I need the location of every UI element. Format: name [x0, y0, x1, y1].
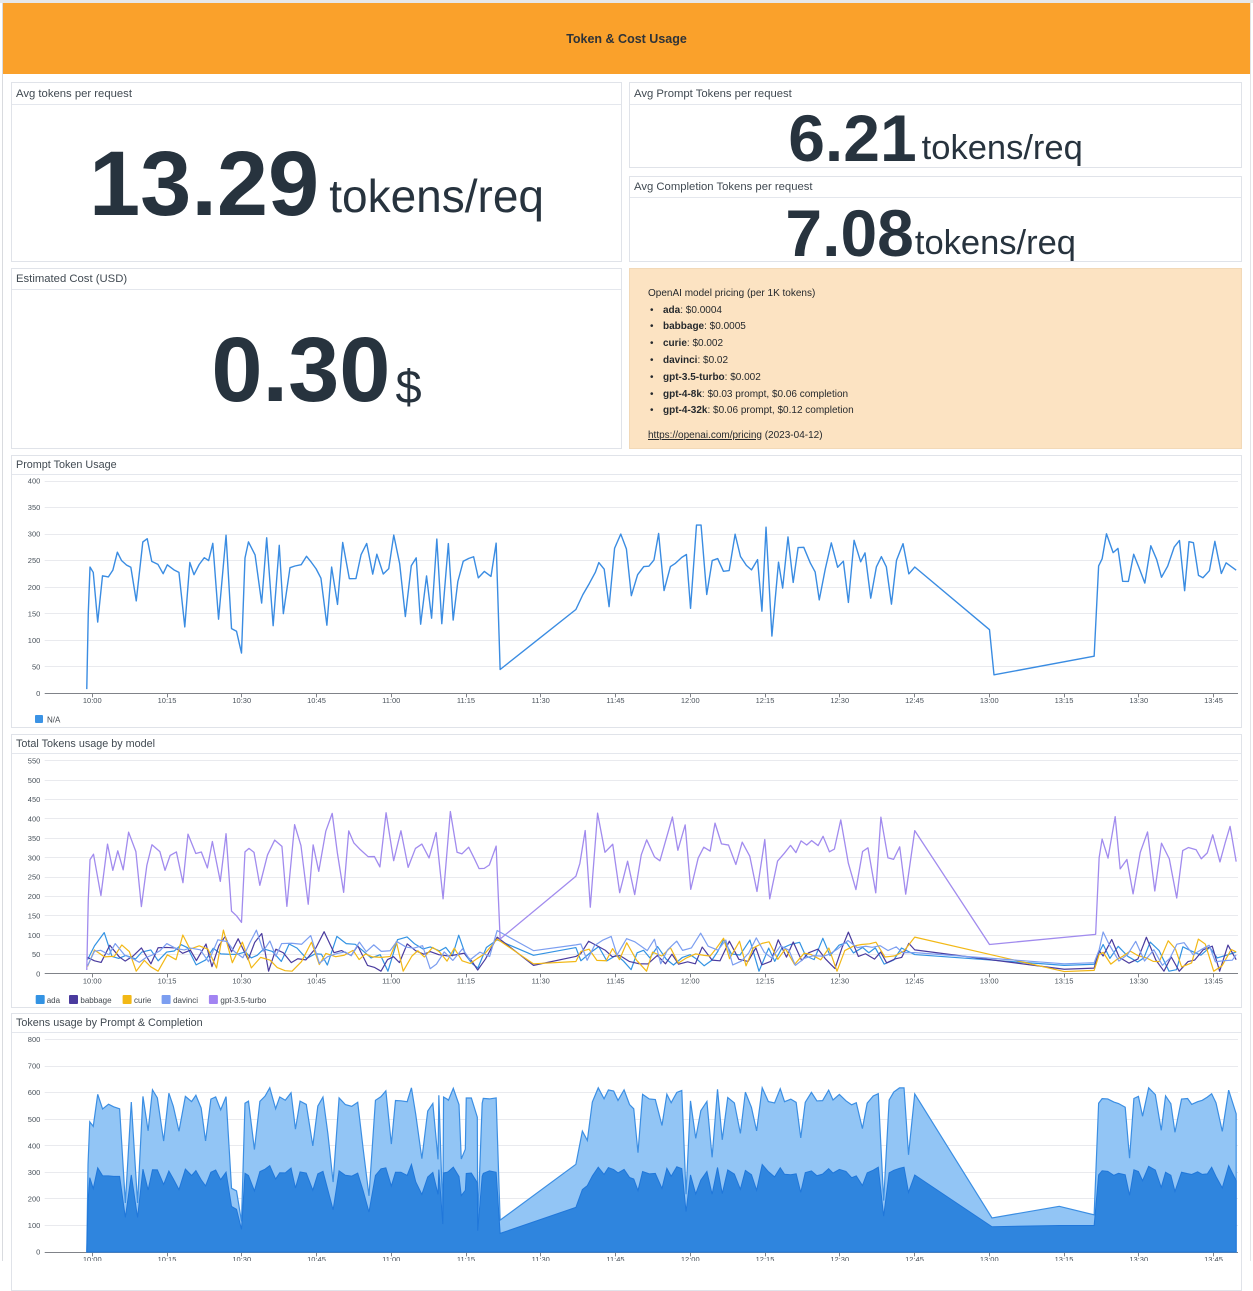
svg-text:12:00: 12:00 [681, 976, 700, 985]
svg-text:12:30: 12:30 [830, 1255, 849, 1261]
svg-text:10:30: 10:30 [232, 1255, 251, 1261]
svg-text:300: 300 [28, 853, 41, 862]
svg-text:13:00: 13:00 [980, 976, 999, 985]
svg-text:11:00: 11:00 [382, 976, 400, 985]
svg-text:200: 200 [28, 892, 41, 901]
svg-text:10:45: 10:45 [307, 1255, 326, 1261]
svg-text:12:45: 12:45 [905, 976, 924, 985]
svg-text:12:30: 12:30 [830, 696, 849, 705]
svg-text:400: 400 [28, 1141, 41, 1150]
svg-text:350: 350 [28, 834, 41, 843]
svg-text:12:00: 12:00 [681, 696, 700, 705]
svg-text:400: 400 [28, 814, 41, 823]
svg-text:11:15: 11:15 [457, 696, 475, 705]
svg-text:13:45: 13:45 [1204, 976, 1223, 985]
svg-text:curie: curie [134, 996, 152, 1005]
svg-text:13:30: 13:30 [1129, 976, 1148, 985]
svg-text:10:00: 10:00 [83, 976, 102, 985]
svg-text:13:30: 13:30 [1129, 696, 1148, 705]
svg-text:10:45: 10:45 [307, 696, 326, 705]
svg-text:150: 150 [28, 911, 41, 920]
svg-text:11:00: 11:00 [382, 1255, 400, 1261]
svg-text:0: 0 [36, 689, 40, 698]
svg-text:13:00: 13:00 [980, 696, 999, 705]
svg-text:12:45: 12:45 [905, 1255, 924, 1261]
svg-text:babbage: babbage [80, 996, 112, 1005]
svg-text:500: 500 [28, 1114, 41, 1123]
svg-text:10:15: 10:15 [158, 1255, 177, 1261]
svg-text:12:15: 12:15 [756, 696, 775, 705]
svg-text:11:00: 11:00 [382, 696, 400, 705]
svg-text:10:30: 10:30 [232, 976, 251, 985]
svg-text:11:30: 11:30 [532, 976, 550, 985]
svg-text:11:45: 11:45 [606, 696, 624, 705]
svg-text:gpt-3.5-turbo: gpt-3.5-turbo [220, 996, 266, 1005]
svg-text:100: 100 [28, 636, 41, 645]
svg-text:10:15: 10:15 [158, 976, 177, 985]
svg-text:250: 250 [28, 556, 41, 565]
svg-text:50: 50 [32, 950, 40, 959]
svg-text:150: 150 [28, 609, 41, 618]
svg-text:10:00: 10:00 [83, 696, 102, 705]
svg-text:800: 800 [28, 1035, 41, 1044]
svg-text:13:15: 13:15 [1055, 976, 1074, 985]
svg-text:N/A: N/A [47, 715, 61, 724]
svg-text:10:15: 10:15 [158, 696, 177, 705]
svg-text:100: 100 [28, 1221, 41, 1230]
svg-text:13:30: 13:30 [1129, 1255, 1148, 1261]
svg-text:200: 200 [28, 1194, 41, 1203]
svg-text:10:45: 10:45 [307, 976, 326, 985]
svg-text:250: 250 [28, 872, 41, 881]
svg-text:10:00: 10:00 [83, 1255, 102, 1261]
svg-text:11:15: 11:15 [457, 976, 475, 985]
svg-text:12:00: 12:00 [681, 1255, 700, 1261]
svg-text:50: 50 [32, 663, 40, 672]
svg-text:100: 100 [28, 930, 41, 939]
svg-text:13:00: 13:00 [980, 1255, 999, 1261]
svg-text:500: 500 [28, 775, 41, 784]
svg-text:11:45: 11:45 [606, 976, 624, 985]
svg-text:0: 0 [36, 1247, 40, 1256]
svg-text:davinci: davinci [173, 996, 198, 1005]
svg-text:12:15: 12:15 [756, 976, 775, 985]
svg-text:550: 550 [28, 756, 41, 765]
svg-text:300: 300 [28, 530, 41, 539]
svg-text:11:30: 11:30 [532, 1255, 550, 1261]
svg-text:400: 400 [28, 477, 41, 486]
svg-text:12:15: 12:15 [756, 1255, 775, 1261]
svg-text:11:30: 11:30 [532, 696, 550, 705]
svg-text:13:15: 13:15 [1055, 1255, 1074, 1261]
svg-text:450: 450 [28, 795, 41, 804]
svg-text:ada: ada [47, 996, 61, 1005]
svg-text:0: 0 [36, 969, 40, 978]
svg-text:11:15: 11:15 [457, 1255, 475, 1261]
svg-text:11:45: 11:45 [606, 1255, 624, 1261]
svg-text:200: 200 [28, 583, 41, 592]
svg-text:10:30: 10:30 [232, 696, 251, 705]
svg-text:13:15: 13:15 [1055, 696, 1074, 705]
svg-text:700: 700 [28, 1061, 41, 1070]
svg-text:12:45: 12:45 [905, 696, 924, 705]
svg-text:300: 300 [28, 1167, 41, 1176]
svg-text:13:45: 13:45 [1204, 696, 1223, 705]
svg-text:12:30: 12:30 [830, 976, 849, 985]
svg-text:13:45: 13:45 [1204, 1255, 1223, 1261]
svg-text:350: 350 [28, 503, 41, 512]
svg-text:600: 600 [28, 1088, 41, 1097]
